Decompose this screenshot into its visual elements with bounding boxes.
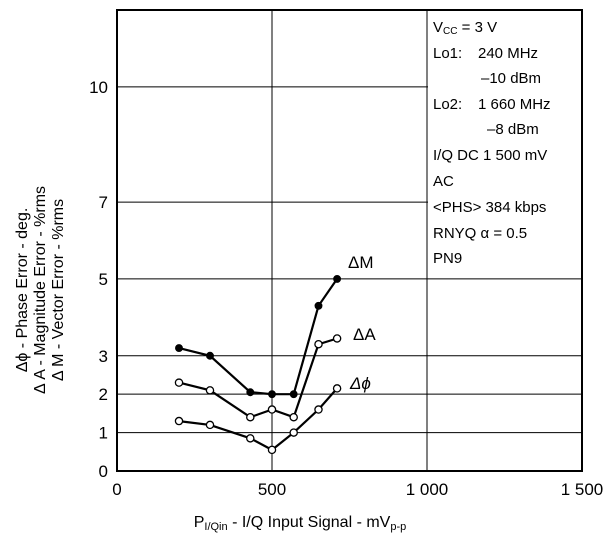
data-point [314,339,323,349]
data-point [289,412,298,422]
condition-lo1-label: Lo1: [433,45,462,62]
y-axis-label-vector: Δ M - Vector Error - %rms [50,199,67,381]
x-tick-label: 1 500 [561,480,604,499]
y-axis-label-phase: Δϕ - Phase Error - deg. [14,208,31,373]
condition-ac: AC [433,173,454,190]
data-point [268,390,276,399]
x-tick-label: 500 [258,480,286,499]
series-label-dm: ΔM [348,253,374,272]
y-tick-labels: 0 1 2 3 5 7 10 [89,78,108,481]
data-point [246,434,255,443]
data-point [205,386,215,395]
grid-lines [117,10,582,471]
data-point [267,405,277,414]
y-axis-label-group: Δϕ - Phase Error - deg. Δ A - Magnitude … [14,186,67,394]
series-label-dphi: Δϕ [349,374,371,393]
y-axis-label-magnitude: Δ A - Magnitude Error - %rms [32,186,49,394]
data-point [246,388,255,397]
y-tick-label: 5 [99,270,108,289]
condition-pn: PN9 [433,250,462,267]
condition-phs: <PHS> 384 kbps [433,199,546,216]
series-0 [175,274,342,399]
x-tick-labels: 0 500 1 000 1 500 [112,480,603,499]
data-point [314,405,323,414]
y-tick-label: 3 [99,347,108,366]
data-point [175,344,183,353]
y-tick-label: 2 [99,385,108,404]
series-line [178,278,339,396]
y-tick-label: 10 [89,78,108,97]
conditions-annotation: VCC = 3 V Lo1: 240 MHz –10 dBm Lo2: 1 66… [428,12,581,272]
plot-frame [116,9,583,472]
condition-lo1-freq: 240 MHz [478,45,538,62]
condition-vcc: VCC = 3 V [433,19,497,37]
data-point [205,420,215,430]
series-1 [174,334,342,422]
series-line [178,337,338,419]
condition-lo2-freq: 1 660 MHz [478,96,551,113]
data-point [174,378,184,387]
y-tick-label: 7 [99,193,108,212]
data-point [174,416,184,426]
condition-iq-dc: I/Q DC 1 500 mV [433,147,547,164]
data-point [333,274,342,283]
y-tick-label: 1 [99,424,108,443]
series-group [174,274,342,455]
condition-lo2-label: Lo2: [433,96,462,113]
data-point [314,301,323,310]
data-point [332,384,342,393]
x-axis-label: PI/Qin - I/Q Input Signal - mVp-p [194,514,407,533]
condition-lo1-power: –10 dBm [481,70,541,87]
data-point [246,412,255,422]
data-point [332,334,342,343]
data-point [267,445,277,455]
data-point [206,351,214,360]
series-line [178,387,338,452]
condition-rnyq: RNYQ α = 0.5 [433,225,527,242]
data-point [289,428,298,437]
condition-lo2-power: –8 dBm [487,121,539,138]
y-tick-label: 0 [99,462,108,481]
data-point [289,390,298,399]
x-tick-label: 0 [112,480,121,499]
series-label-da: ΔA [353,325,376,344]
series-2 [174,384,342,455]
x-tick-label: 1 000 [406,480,449,499]
